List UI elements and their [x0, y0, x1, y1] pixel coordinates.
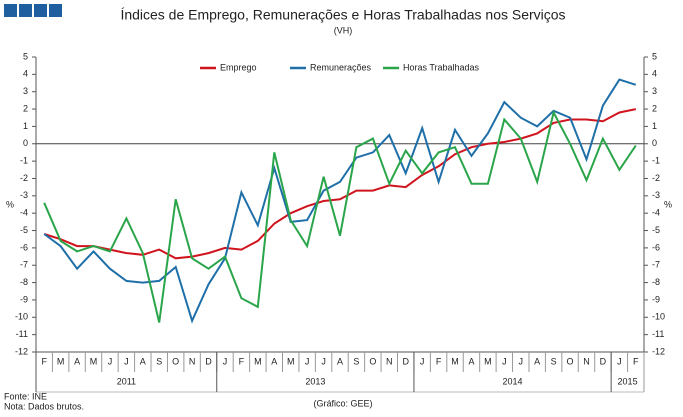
y2-tick-label: 2: [652, 103, 657, 113]
x-tick-label: N: [189, 356, 196, 366]
x-tick-label: F: [436, 356, 442, 366]
x-tick-label: M: [287, 356, 295, 366]
legend-label: Emprego: [220, 62, 257, 72]
legend-label: Remunerações: [310, 62, 372, 72]
y-tick-label: -7: [20, 260, 28, 270]
y2-tick-label: 0: [652, 138, 657, 148]
chart-title: Índices de Emprego, Remunerações e Horas…: [120, 7, 565, 23]
x-tick-label: A: [140, 356, 146, 366]
x-tick-label: A: [271, 356, 277, 366]
y-tick-label: -8: [20, 277, 28, 287]
y2-tick-label: -3: [652, 190, 660, 200]
y2-tick-label: -11: [652, 329, 664, 339]
y2-axis-label: %: [664, 199, 672, 209]
x-tick-label: M: [484, 356, 492, 366]
x-tick-label: O: [172, 356, 179, 366]
x-tick-label: M: [90, 356, 98, 366]
source: Fonte: INE: [4, 391, 47, 401]
y-tick-label: 5: [23, 51, 28, 61]
y2-tick-label: 3: [652, 86, 657, 96]
x-tick-label: J: [305, 356, 310, 366]
x-tick-label: A: [74, 356, 80, 366]
x-tick-label: J: [519, 356, 524, 366]
x-tick-label: A: [337, 356, 343, 366]
y2-tick-label: 4: [652, 69, 657, 79]
x-tick-label: N: [583, 356, 590, 366]
y2-tick-label: -10: [652, 312, 665, 322]
series-line: [43, 109, 637, 323]
y-tick-label: -6: [20, 242, 28, 252]
y-tick-label: 2: [23, 103, 28, 113]
x-tick-label: A: [534, 356, 540, 366]
y-tick-label: -11: [16, 329, 28, 339]
y-tick-label: -12: [15, 346, 28, 356]
y2-tick-label: -8: [652, 277, 660, 287]
x-tick-label: J: [502, 356, 507, 366]
legend-label: Horas Trabalhadas: [403, 62, 480, 72]
y2-tick-label: -2: [652, 173, 660, 183]
x-tick-label: M: [254, 356, 262, 366]
x-tick-label: J: [321, 356, 326, 366]
y-tick-label: -5: [20, 225, 28, 235]
year-label: 2014: [503, 376, 523, 386]
y-tick-label: 4: [23, 69, 28, 79]
x-tick-label: S: [551, 356, 557, 366]
y2-tick-label: -6: [652, 242, 660, 252]
x-tick-label: M: [451, 356, 459, 366]
y2-tick-label: -5: [652, 225, 660, 235]
x-tick-label: D: [600, 356, 607, 366]
y2-tick-label: -7: [652, 260, 660, 270]
x-tick-label: S: [353, 356, 359, 366]
y2-tick-label: 5: [652, 51, 657, 61]
x-tick-label: N: [386, 356, 393, 366]
x-tick-label: M: [57, 356, 65, 366]
x-tick-label: S: [156, 356, 162, 366]
x-tick-label: J: [617, 356, 622, 366]
x-tick-label: J: [420, 356, 425, 366]
y-tick-label: -3: [20, 190, 28, 200]
logo-square: [34, 4, 47, 17]
year-label: 2013: [305, 376, 325, 386]
x-tick-label: F: [239, 356, 245, 366]
y-tick-label: -10: [15, 312, 28, 322]
x-tick-label: O: [567, 356, 574, 366]
y2-tick-label: -12: [652, 346, 665, 356]
x-tick-label: D: [205, 356, 212, 366]
x-tick-label: J: [124, 356, 129, 366]
y2-tick-label: -4: [652, 208, 660, 218]
y-tick-label: 3: [23, 86, 28, 96]
series-line: [43, 78, 637, 324]
y-tick-label: 1: [23, 121, 28, 131]
y-tick-label: -4: [20, 208, 28, 218]
logo-square: [4, 4, 17, 17]
y-tick-label: -2: [20, 173, 28, 183]
y-tick-label: -1: [20, 155, 28, 165]
logo-square: [19, 4, 32, 17]
chart-subtitle: (VH): [334, 25, 353, 35]
x-tick-label: F: [41, 356, 47, 366]
year-label: 2011: [117, 376, 136, 386]
x-tick-label: J: [223, 356, 228, 366]
y-axis-label: %: [6, 199, 14, 209]
credit: (Gráfico: GEE): [313, 398, 372, 408]
y-tick-label: 0: [23, 138, 28, 148]
y2-tick-label: -1: [652, 155, 660, 165]
note: Nota: Dados brutos.: [4, 401, 84, 411]
x-tick-label: D: [402, 356, 409, 366]
x-tick-label: O: [369, 356, 376, 366]
logo-square: [49, 4, 62, 17]
y2-tick-label: 1: [652, 121, 657, 131]
y2-tick-label: -9: [652, 294, 660, 304]
year-label: 2015: [618, 376, 638, 386]
x-tick-label: J: [108, 356, 113, 366]
x-tick-label: F: [633, 356, 639, 366]
x-tick-label: A: [468, 356, 474, 366]
y-tick-label: -9: [20, 294, 28, 304]
